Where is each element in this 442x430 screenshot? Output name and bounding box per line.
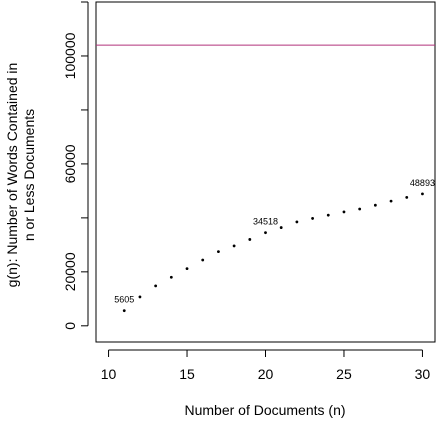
point-label: 5605 bbox=[114, 295, 134, 305]
y-axis-title-line-2: n or Less Documents bbox=[21, 109, 37, 241]
y-tick-label-group: 20000 bbox=[62, 252, 78, 291]
point-label: 34518 bbox=[253, 217, 278, 227]
y-tick-label: 0 bbox=[62, 322, 78, 330]
y-axis: 0 20000 60000 100000 bbox=[62, 1, 89, 330]
data-point bbox=[248, 238, 252, 241]
data-point bbox=[264, 231, 267, 235]
point-label: 48893 bbox=[410, 178, 435, 188]
x-tick-label: 20 bbox=[258, 366, 274, 382]
data-point bbox=[342, 210, 346, 214]
data-point bbox=[122, 309, 126, 313]
data-point bbox=[185, 267, 189, 271]
data-point bbox=[295, 220, 299, 224]
y-tick-label: 100000 bbox=[62, 32, 78, 79]
data-point bbox=[358, 207, 362, 211]
point-labels-layer: 5605 34518 48893 bbox=[114, 178, 435, 305]
data-point bbox=[154, 284, 158, 288]
x-tick-label: 10 bbox=[101, 366, 117, 382]
data-point bbox=[169, 275, 173, 279]
x-axis: 10 15 20 25 30 bbox=[101, 349, 431, 382]
data-point bbox=[232, 244, 236, 248]
x-axis-title: Number of Documents (n) bbox=[184, 402, 345, 418]
data-point bbox=[279, 226, 283, 229]
x-tick-label: 15 bbox=[179, 366, 195, 382]
y-tick-label: 60000 bbox=[62, 144, 78, 183]
data-point bbox=[138, 295, 142, 299]
data-point bbox=[421, 192, 424, 196]
data-point bbox=[201, 258, 205, 262]
data-point bbox=[389, 199, 393, 203]
plot-frame bbox=[95, 1, 436, 343]
data-point bbox=[405, 195, 409, 199]
data-point bbox=[217, 250, 220, 254]
x-tick-label: 30 bbox=[415, 366, 431, 382]
data-point bbox=[326, 213, 330, 217]
data-point bbox=[311, 217, 314, 220]
y-tick-label-group: 100000 bbox=[62, 32, 78, 79]
x-tick-label: 25 bbox=[336, 366, 352, 382]
points-layer bbox=[122, 192, 424, 313]
y-tick-label-group: 60000 bbox=[62, 144, 78, 183]
data-point bbox=[373, 203, 377, 207]
y-axis-title-line-1: g(n): Number of Words Contained in bbox=[4, 63, 20, 288]
y-tick-label: 20000 bbox=[62, 252, 78, 291]
y-tick-label-group: 0 bbox=[62, 322, 78, 330]
